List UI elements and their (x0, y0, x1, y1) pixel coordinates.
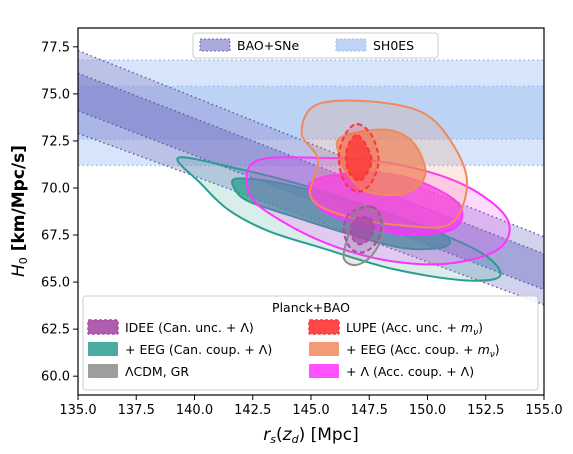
top-legend: BAO+SNe SH0ES (192, 32, 439, 59)
x-tick-label: 150.0 (409, 403, 446, 418)
contours-layer (176, 99, 511, 282)
bottom-legend-label: ΛCDM, GR (125, 364, 189, 379)
top-legend-swatch (335, 38, 367, 52)
x-tick-label: 155.0 (525, 403, 562, 418)
bottom-legend-swatch (88, 364, 118, 378)
y-tick-label: 75.0 (41, 87, 70, 102)
x-tick-label: 152.5 (467, 403, 504, 418)
y-tick-label: 65.0 (41, 276, 70, 291)
y-tick-label: 60.0 (41, 370, 70, 385)
plot-area (78, 49, 544, 306)
bottom-legend-swatch (309, 364, 339, 378)
y-tick-label: 67.5 (41, 229, 70, 244)
bottom-legend-swatch (88, 342, 118, 356)
x-tick-label: 145.0 (292, 403, 329, 418)
bottom-legend: Planck+BAO IDEE (Can. unc. + Λ) LUPE (Acc.… (82, 295, 539, 391)
bottom-legend-label: + EEG (Acc. coup. + mν) (346, 342, 500, 360)
x-tick-label: 142.5 (234, 403, 271, 418)
y-tick-label: 70.0 (41, 181, 70, 196)
bottom-legend-swatch (308, 319, 340, 335)
x-tick-label: 140.0 (176, 403, 213, 418)
top-legend-frame (192, 32, 439, 59)
x-tick-label: 135.0 (59, 403, 96, 418)
y-tick-label: 77.5 (41, 40, 70, 55)
x-tick-label: 147.5 (351, 403, 388, 418)
y-tick-label: 72.5 (41, 134, 70, 149)
x-axis: 135.0 137.5 140.0 142.5 145.0 147.5 150.0 152.5… (59, 395, 563, 418)
y-tick-label: 62.5 (41, 323, 70, 338)
bottom-legend-swatch (87, 319, 119, 335)
top-legend-swatch (199, 38, 231, 52)
top-legend-label: BAO+SNe (237, 38, 300, 53)
bottom-legend-title: Planck+BAO (272, 300, 350, 315)
y-axis-label: H0 [km/Mpc/s] (9, 145, 30, 277)
bottom-legend-label: IDEE (Can. unc. + Λ) (125, 320, 254, 335)
top-legend-label: SH0ES (373, 38, 414, 53)
y-axis: 60.0 62.5 65.0 67.5 70.0 72.5 75.0 77.5 (41, 40, 78, 385)
bottom-legend-label: + Λ (Acc. coup. + Λ) (346, 364, 474, 379)
contour-inner-7 (344, 134, 373, 182)
bottom-legend-swatch (309, 342, 339, 356)
band-shoes-inner (78, 86, 544, 140)
bottom-legend-label: LUPE (Acc. unc. + mν) (346, 320, 483, 338)
x-tick-label: 137.5 (118, 403, 155, 418)
bottom-legend-label: + EEG (Can. coup. + Λ) (125, 342, 272, 357)
contour-inner-10 (349, 215, 375, 246)
x-axis-label: rs(zd) [Mpc] (263, 425, 358, 446)
